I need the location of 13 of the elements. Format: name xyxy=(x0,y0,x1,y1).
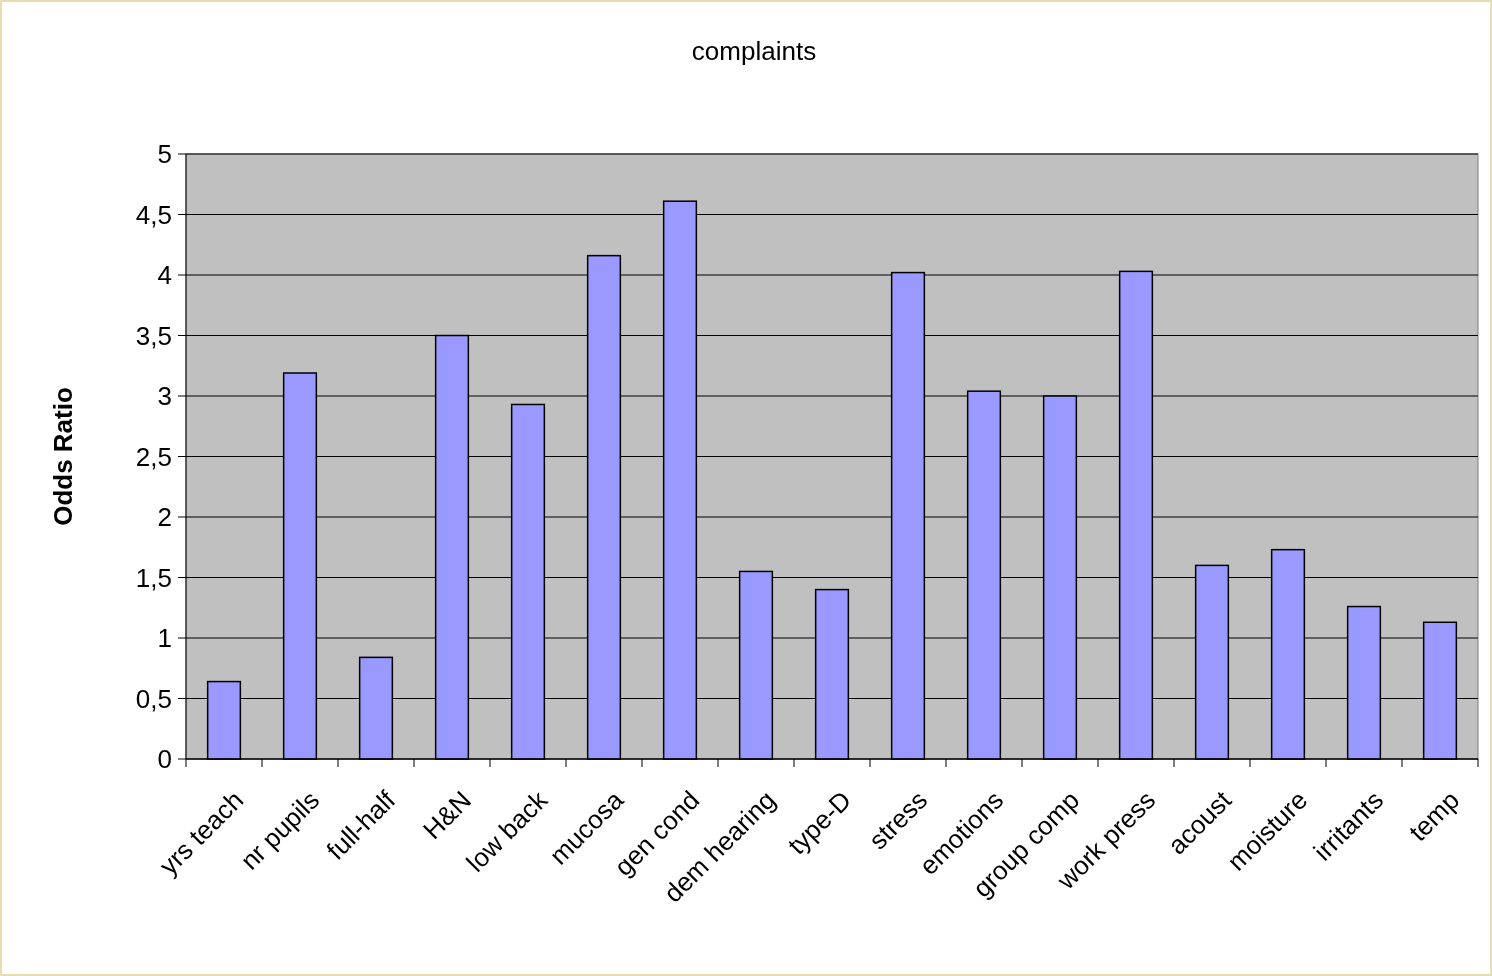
y-tick-label: 3,5 xyxy=(135,320,172,351)
y-tick-label: 1,5 xyxy=(135,562,172,593)
y-tick-label: 2,5 xyxy=(135,441,172,472)
y-tick-label: 2 xyxy=(157,502,172,533)
y-tick-label: 0,5 xyxy=(135,683,172,714)
y-tick-label: 1 xyxy=(157,623,172,654)
y-tick-label: 3 xyxy=(157,381,172,412)
y-tick-label: 5 xyxy=(157,139,172,170)
y-axis-title: Odds Ratio xyxy=(48,387,78,526)
y-tick-label: 0 xyxy=(157,744,172,775)
y-tick-label: 4 xyxy=(157,260,172,291)
y-tick-label: 4,5 xyxy=(135,199,172,230)
chart-title: complaints xyxy=(691,36,817,66)
